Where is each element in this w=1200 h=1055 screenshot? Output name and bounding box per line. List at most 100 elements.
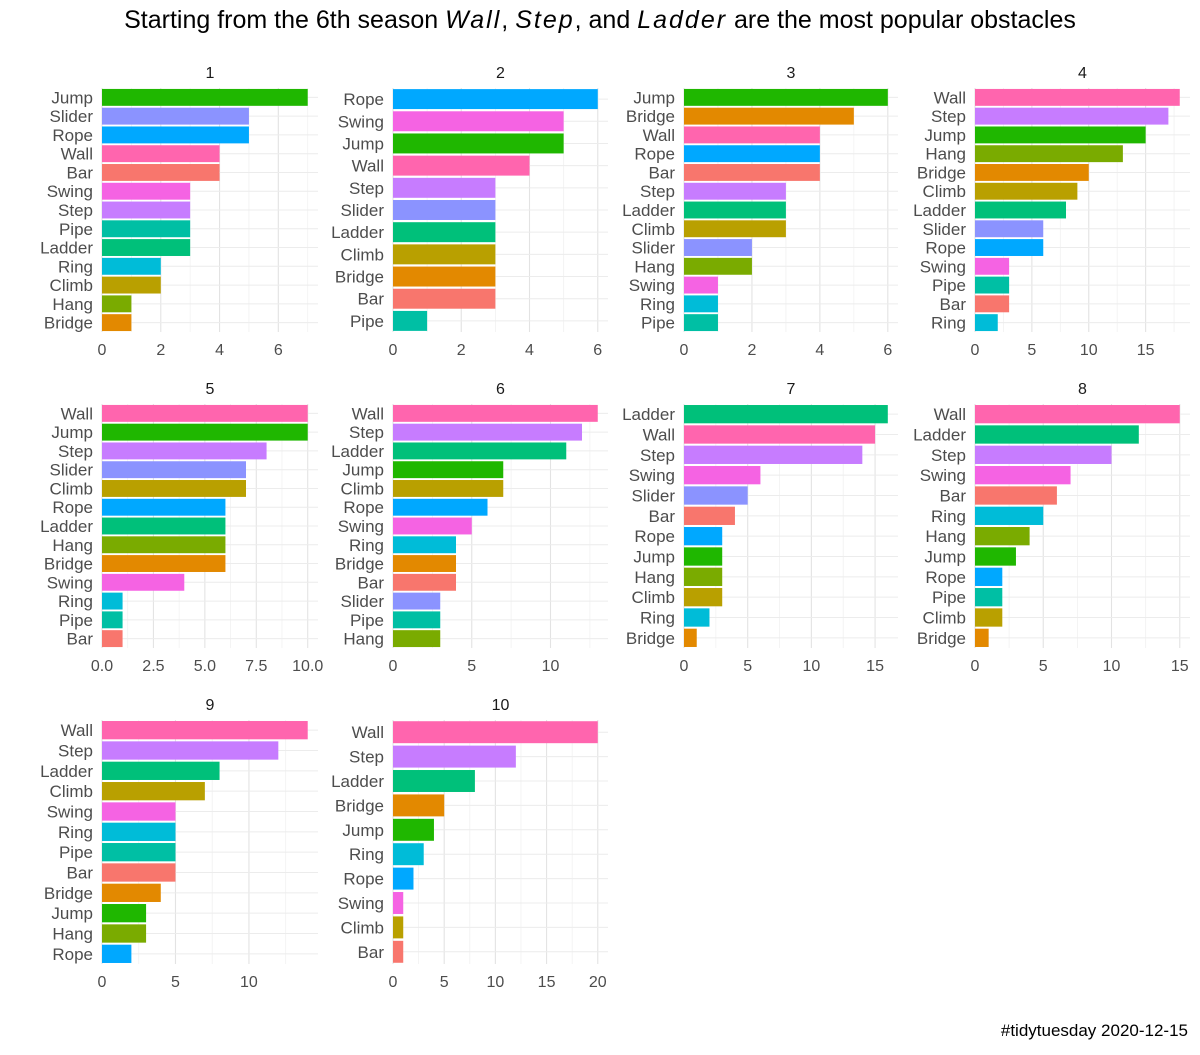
category-label-step: Step: [931, 107, 966, 126]
category-label-ring: Ring: [931, 314, 966, 333]
bar-bridge: [393, 555, 457, 572]
bar-step: [102, 201, 191, 219]
bar-jump: [393, 133, 564, 154]
category-label-swing: Swing: [920, 257, 966, 276]
category-label-wall: Wall: [61, 721, 93, 740]
bar-climb: [684, 588, 723, 607]
category-label-ring: Ring: [349, 845, 384, 864]
category-label-hang: Hang: [52, 536, 93, 555]
x-tick-label: 5.0: [194, 658, 216, 675]
category-label-step: Step: [349, 423, 384, 442]
category-label-climb: Climb: [923, 609, 966, 628]
bar-rope: [102, 498, 226, 516]
bar-step: [102, 442, 267, 460]
category-label-ring: Ring: [58, 592, 93, 611]
bar-wall: [102, 145, 220, 163]
category-label-hang: Hang: [52, 925, 93, 944]
panel-title: 8: [1078, 381, 1087, 398]
category-label-wall: Wall: [643, 126, 675, 145]
panel-5: WallJumpStepSliderClimbRopeLadderHangBri…: [40, 381, 323, 675]
bar-rope: [102, 126, 249, 144]
category-label-swing: Swing: [338, 894, 384, 913]
bar-step: [684, 445, 863, 464]
bar-climb: [393, 480, 504, 497]
title-prefix: Starting from the 6th season: [124, 6, 446, 34]
bar-bar: [102, 164, 220, 181]
category-label-climb: Climb: [632, 220, 675, 239]
x-tick-label: 2.5: [142, 658, 164, 675]
bar-climb: [975, 608, 1003, 627]
x-tick-label: 10: [542, 658, 560, 675]
bar-step: [393, 423, 583, 441]
category-label-swing: Swing: [920, 466, 966, 485]
category-label-ring: Ring: [349, 536, 384, 555]
x-tick-label: 10: [240, 974, 258, 991]
x-tick-label: 6: [593, 342, 602, 359]
x-tick-label: 5: [1039, 658, 1048, 675]
category-label-step: Step: [931, 446, 966, 465]
bar-slider: [393, 200, 496, 220]
category-label-ladder: Ladder: [40, 239, 93, 258]
bar-pipe: [102, 843, 176, 862]
bar-ladder: [102, 761, 220, 780]
bar-bar: [102, 863, 176, 882]
title-ladder: Ladder: [637, 6, 728, 34]
bar-hang: [684, 257, 752, 275]
bar-ladder: [102, 517, 226, 535]
category-label-step: Step: [349, 748, 384, 767]
panel-title: 5: [206, 381, 215, 398]
category-label-ladder: Ladder: [40, 517, 93, 536]
bar-ring: [102, 822, 176, 841]
category-label-pipe: Pipe: [350, 611, 384, 630]
bar-rope: [393, 498, 488, 516]
bar-pipe: [975, 276, 1010, 294]
bar-pipe: [102, 220, 191, 238]
bar-slider: [393, 592, 441, 610]
category-label-step: Step: [349, 179, 384, 198]
bar-pipe: [102, 611, 123, 629]
category-label-rope: Rope: [343, 90, 384, 109]
bar-wall: [393, 721, 598, 744]
category-label-jump: Jump: [342, 134, 384, 153]
bar-pipe: [975, 588, 1003, 607]
category-label-bridge: Bridge: [626, 629, 675, 648]
bar-bar: [393, 288, 496, 309]
category-label-pipe: Pipe: [59, 843, 93, 862]
bar-wall: [975, 405, 1180, 424]
bar-pipe: [393, 310, 428, 331]
bar-bar: [684, 506, 735, 525]
panel-title: 10: [492, 697, 510, 714]
bar-slider: [975, 220, 1044, 238]
category-label-wall: Wall: [61, 145, 93, 164]
bar-swing: [975, 257, 1010, 275]
category-label-climb: Climb: [50, 479, 93, 498]
category-label-bridge: Bridge: [917, 163, 966, 182]
panel-10: Wall Step Ladder Bridge Jump Ring Rope Swing Cli…: [331, 697, 608, 991]
bar-step: [393, 745, 516, 768]
category-label-bridge: Bridge: [44, 555, 93, 574]
x-tick-label: 5: [171, 974, 180, 991]
x-tick-label: 5: [467, 658, 476, 675]
bar-jump: [102, 423, 308, 441]
category-label-jump: Jump: [924, 126, 966, 145]
bar-wall: [684, 126, 820, 144]
category-label-wall: Wall: [61, 404, 93, 423]
x-tick-label: 15: [1137, 342, 1155, 359]
x-tick-label: 0: [98, 342, 107, 359]
category-label-climb: Climb: [341, 918, 384, 937]
bar-ladder: [684, 201, 786, 219]
bar-ring: [102, 592, 123, 610]
category-label-climb: Climb: [341, 245, 384, 264]
category-label-bar: Bar: [358, 573, 385, 592]
bar-jump: [684, 88, 888, 106]
bar-bridge: [393, 266, 496, 287]
x-tick-label: 5: [743, 658, 752, 675]
category-label-pipe: Pipe: [932, 276, 966, 295]
bar-hang: [393, 630, 441, 648]
bar-slider: [684, 239, 752, 256]
title-suffix: are the most popular obstacles: [727, 6, 1076, 34]
category-label-bar: Bar: [940, 487, 967, 506]
category-label-jump: Jump: [51, 88, 93, 107]
bar-rope: [393, 867, 414, 890]
category-label-slider: Slider: [50, 461, 94, 480]
